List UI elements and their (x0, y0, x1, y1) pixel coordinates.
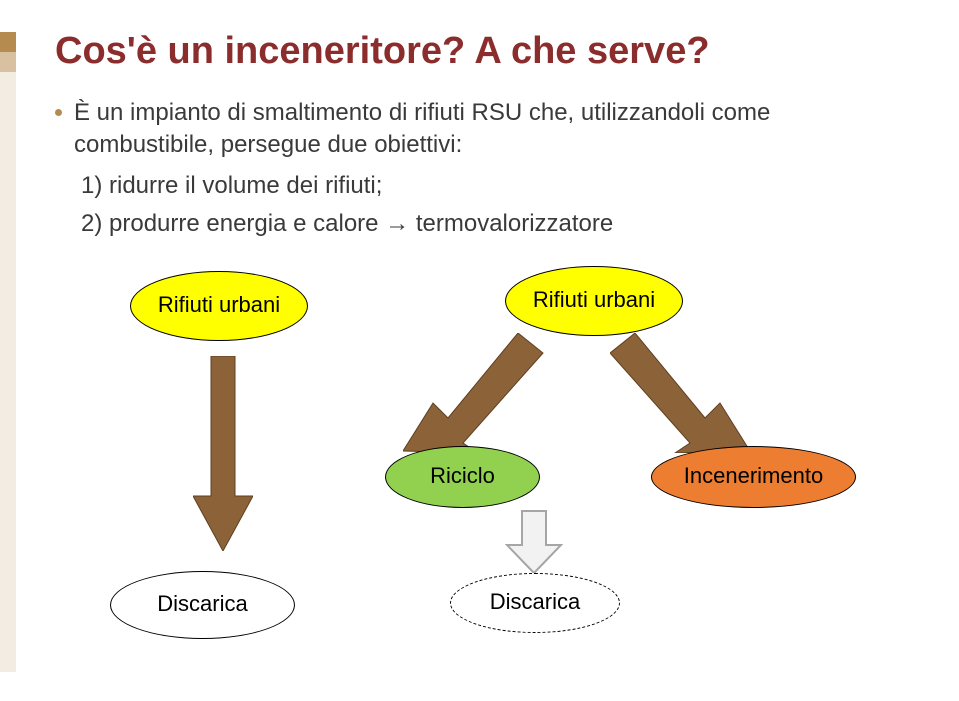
arrow-down-right-icon (610, 333, 755, 453)
node-discarica-dashed: Discarica (450, 573, 620, 633)
node-label: Rifiuti urbani (533, 288, 655, 312)
node-label: Riciclo (430, 464, 495, 488)
flow-diagram: Rifiuti urbani Rifiuti urbani Riciclo In… (55, 251, 904, 661)
arrow-hollow-down-icon (505, 509, 563, 575)
side-stripe (0, 32, 16, 672)
bullet-line: È un impianto di smaltimento di rifiuti … (55, 97, 904, 162)
arrow-down-icon (193, 356, 253, 551)
slide: Cos'è un inceneritore? A che serve? È un… (0, 0, 959, 701)
node-riciclo: Riciclo (385, 446, 540, 508)
node-incenerimento: Incenerimento (651, 446, 856, 508)
node-discarica-left: Discarica (110, 571, 295, 639)
node-label: Discarica (490, 590, 580, 614)
node-rifiuti-urbani-left: Rifiuti urbani (130, 271, 308, 341)
arrow-down-left-icon (403, 333, 548, 453)
node-label: Incenerimento (684, 464, 823, 488)
node-label: Rifiuti urbani (158, 293, 280, 317)
bullet-text: È un impianto di smaltimento di rifiuti … (74, 97, 904, 162)
bullet-dot-icon (55, 109, 62, 116)
node-label: Discarica (157, 592, 247, 616)
objective-2: 2) produrre energia e calore → termovalo… (81, 208, 904, 240)
page-title: Cos'è un inceneritore? A che serve? (55, 30, 904, 73)
objective-1: 1) ridurre il volume dei rifiuti; (81, 170, 904, 202)
node-rifiuti-urbani-right: Rifiuti urbani (505, 266, 683, 336)
